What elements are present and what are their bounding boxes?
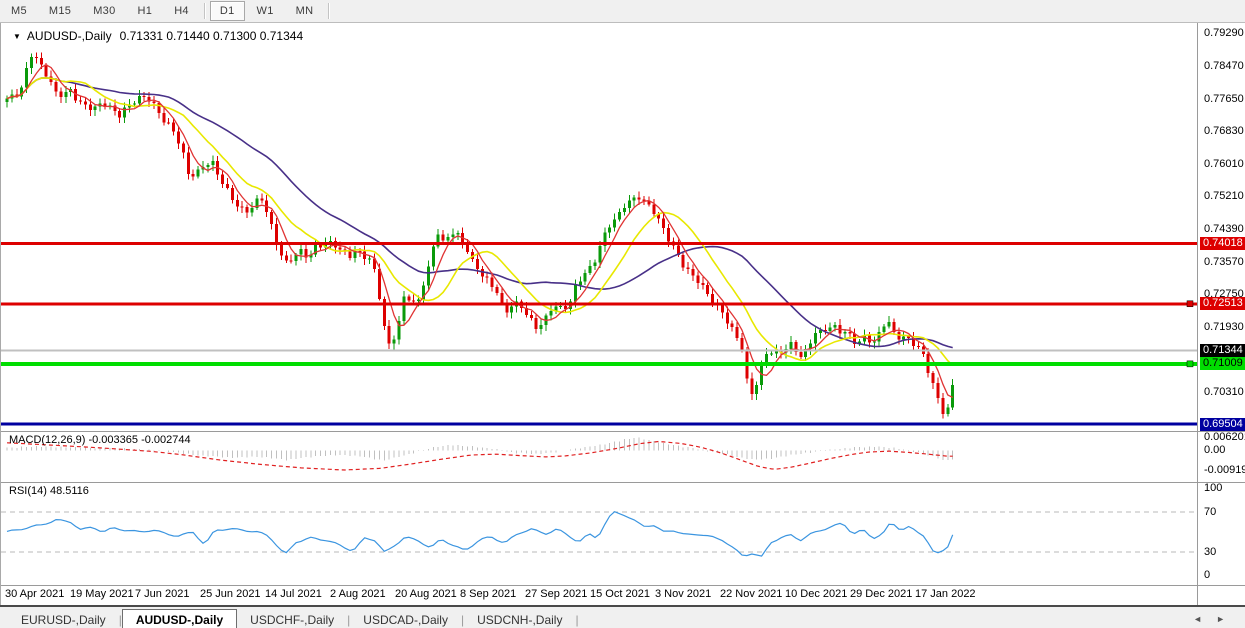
price-tick: 0.78470 <box>1204 59 1244 72</box>
timeframe-button-mn[interactable]: MN <box>295 5 314 17</box>
tab-separator: | <box>575 613 579 627</box>
tab-usdchf[interactable]: USDCHF-,Daily <box>250 613 335 627</box>
price-badge-0.72513: 0.72513 <box>1200 297 1245 311</box>
date-label: 29 Dec 2021 <box>850 588 913 600</box>
price-tick: 0.77650 <box>1204 92 1244 105</box>
date-label: 17 Jan 2022 <box>915 588 976 600</box>
date-label: 20 Aug 2021 <box>395 588 457 600</box>
price-tick: 0.71930 <box>1204 321 1244 334</box>
tab-separator: | <box>347 613 351 627</box>
price-badge-0.71009: 0.71009 <box>1200 357 1245 371</box>
timeframe-button-m5[interactable]: M5 <box>11 5 27 17</box>
toolbar-separator <box>328 3 330 19</box>
date-label: 19 May 2021 <box>70 588 134 600</box>
tab-separator: | <box>118 613 122 627</box>
macd-indicator-label: MACD(12,26,9) -0.003365 -0.002744 <box>9 434 191 446</box>
price-badge-0.71344: 0.71344 <box>1200 343 1245 357</box>
tab-usdcad[interactable]: USDCAD-,Daily <box>363 613 448 627</box>
rsi-axis-tick: 100 <box>1204 482 1223 494</box>
date-label: 30 Apr 2021 <box>5 588 65 600</box>
date-label: 25 Jun 2021 <box>200 588 261 600</box>
date-label: 14 Jul 2021 <box>265 588 322 600</box>
chevron-down-icon[interactable]: ▼ <box>13 32 21 41</box>
date-label: 2 Aug 2021 <box>330 588 386 600</box>
price-tick: 0.70310 <box>1204 385 1244 398</box>
date-label: 27 Sep 2021 <box>525 588 588 600</box>
tab-separator: | <box>460 613 465 627</box>
timeframe-toolbar: M5 M15 M30 H1 H4 D1 W1 MN <box>0 0 1245 23</box>
timeframe-button-m15[interactable]: M15 <box>48 5 72 17</box>
timeframe-button-d1[interactable]: D1 <box>209 1 245 21</box>
price-tick: 0.75210 <box>1204 190 1244 203</box>
price-tick: 0.76010 <box>1204 158 1244 171</box>
tab-eurusd[interactable]: EURUSD-,Daily <box>21 613 106 627</box>
macd-axis-tick: 0.00 <box>1204 444 1226 456</box>
date-label: 10 Dec 2021 <box>785 588 848 600</box>
tab-audusd[interactable]: AUDUSD-,Daily <box>121 609 238 628</box>
macd-axis-tick: 0.006201 <box>1204 431 1245 443</box>
price-tick: 0.73570 <box>1204 255 1244 268</box>
chart-symbol-label: AUDUSD-,Daily <box>26 29 112 43</box>
date-label: 3 Nov 2021 <box>655 588 712 600</box>
symbol-tabbar: EURUSD-,Daily | AUDUSD-,Daily USDCHF-,Daily… <box>0 605 1245 628</box>
rsi-axis-tick: 0 <box>1204 569 1211 581</box>
timeframe-button-h1[interactable]: H1 <box>137 5 153 17</box>
price-tick: 0.79290 <box>1204 27 1244 39</box>
price-badge-0.69504: 0.69504 <box>1200 417 1245 431</box>
timeframe-button-w1[interactable]: W1 <box>256 5 274 17</box>
timeframe-button-h4[interactable]: H4 <box>174 5 189 17</box>
price-badge-0.74018: 0.74018 <box>1200 237 1245 251</box>
toolbar-separator <box>203 3 205 19</box>
chart-title: ▼ AUDUSD-,Daily 0.71331 0.71440 0.71300 0.… <box>13 29 303 43</box>
date-label: 22 Nov 2021 <box>720 588 783 600</box>
tab-scroll-arrows[interactable]: ◄► <box>1193 614 1239 624</box>
rsi-axis-tick: 70 <box>1204 506 1217 518</box>
rsi-indicator-label: RSI(14) 48.5116 <box>9 485 89 497</box>
date-label: 15 Oct 2021 <box>590 588 650 600</box>
price-tick: 0.76830 <box>1204 125 1244 138</box>
chart-window[interactable]: ▼ AUDUSD-,Daily 0.71331 0.71440 0.71300 0.… <box>0 23 1245 605</box>
macd-axis-tick: -0.009197 <box>1204 464 1245 476</box>
tab-usdcnh[interactable]: USDCNH-,Daily <box>477 613 563 627</box>
chart-ohlc-values: 0.71331 0.71440 0.71300 0.71344 <box>119 29 304 43</box>
symbol-tabs: EURUSD-,Daily | AUDUSD-,Daily USDCHF-,Daily… <box>8 608 579 628</box>
date-label: 7 Jun 2021 <box>135 588 190 600</box>
chart-canvas[interactable] <box>1 23 1245 605</box>
timeframe-button-m30[interactable]: M30 <box>93 5 116 17</box>
rsi-axis-tick: 30 <box>1204 546 1217 558</box>
price-tick: 0.74390 <box>1204 222 1244 235</box>
date-label: 8 Sep 2021 <box>460 588 517 600</box>
